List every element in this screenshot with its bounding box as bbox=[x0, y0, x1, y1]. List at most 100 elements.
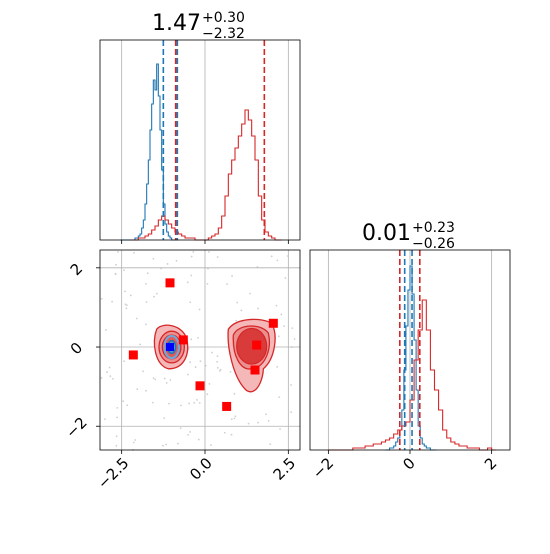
background-sample bbox=[124, 290, 126, 293]
histogram-y-title-plus: +0.23 bbox=[412, 220, 455, 236]
red-square-marker bbox=[252, 340, 262, 350]
background-sample bbox=[235, 319, 238, 322]
red-square-marker bbox=[268, 318, 278, 328]
background-sample bbox=[270, 255, 273, 258]
background-sample bbox=[116, 406, 119, 409]
plot-area bbox=[100, 40, 300, 240]
background-sample bbox=[290, 384, 292, 386]
background-sample bbox=[283, 325, 285, 328]
background-sample bbox=[210, 444, 212, 447]
background-sample bbox=[106, 371, 108, 374]
background-sample bbox=[145, 301, 148, 303]
background-sample bbox=[290, 411, 293, 414]
background-sample bbox=[139, 343, 141, 346]
background-sample bbox=[189, 431, 191, 433]
y-tick-label: 2 bbox=[67, 260, 86, 279]
background-sample bbox=[199, 360, 202, 363]
background-sample bbox=[223, 431, 226, 434]
plot-frame bbox=[99, 249, 301, 451]
background-sample bbox=[177, 442, 179, 445]
histogram-x-title-minus: −2.32 bbox=[202, 26, 245, 42]
background-sample bbox=[124, 303, 127, 306]
background-sample bbox=[123, 269, 125, 272]
histogram-step-red bbox=[131, 109, 282, 241]
x-tick-label: −2 bbox=[309, 454, 337, 482]
background-sample bbox=[216, 355, 219, 358]
background-sample bbox=[229, 370, 232, 373]
background-sample bbox=[276, 365, 279, 368]
background-sample bbox=[151, 401, 154, 404]
background-sample bbox=[231, 275, 233, 277]
background-sample bbox=[188, 402, 191, 405]
background-sample bbox=[100, 377, 103, 379]
background-sample bbox=[145, 323, 147, 326]
background-sample bbox=[116, 250, 119, 253]
background-sample bbox=[284, 277, 287, 279]
histogram-x-panel: 1.47 +0.30 −2.32 bbox=[99, 10, 301, 244]
background-sample bbox=[123, 360, 126, 363]
background-sample bbox=[206, 393, 209, 396]
background-sample bbox=[166, 263, 169, 265]
background-sample bbox=[194, 366, 197, 368]
contour-red-inner bbox=[236, 327, 268, 365]
background-sample bbox=[163, 377, 166, 380]
background-sample bbox=[278, 396, 281, 399]
background-sample bbox=[155, 292, 158, 295]
x-tick-label: 2 bbox=[481, 454, 500, 473]
background-sample bbox=[249, 292, 252, 295]
background-sample bbox=[276, 259, 279, 262]
background-sample bbox=[216, 256, 219, 258]
background-sample bbox=[293, 338, 296, 340]
background-sample bbox=[153, 295, 155, 298]
background-sample bbox=[192, 251, 195, 253]
background-sample bbox=[233, 417, 236, 420]
background-sample bbox=[116, 416, 118, 419]
background-sample bbox=[134, 439, 137, 441]
background-sample bbox=[189, 361, 192, 364]
histogram-step-red bbox=[328, 299, 496, 451]
background-sample bbox=[208, 383, 211, 385]
red-square-marker bbox=[128, 350, 138, 360]
histogram-step-blue bbox=[120, 63, 179, 241]
background-sample bbox=[165, 443, 168, 446]
background-sample bbox=[129, 294, 132, 297]
background-sample bbox=[277, 335, 280, 338]
background-sample bbox=[240, 309, 243, 312]
background-sample bbox=[206, 282, 209, 285]
background-sample bbox=[108, 366, 111, 369]
background-sample bbox=[275, 304, 278, 307]
background-sample bbox=[168, 402, 170, 405]
background-sample bbox=[234, 415, 237, 418]
background-sample bbox=[145, 389, 147, 392]
background-sample bbox=[247, 422, 250, 425]
background-sample bbox=[230, 418, 233, 421]
background-sample bbox=[152, 377, 155, 380]
x-tick-label: 0 bbox=[399, 454, 418, 473]
background-sample bbox=[115, 444, 118, 447]
background-sample bbox=[145, 282, 147, 285]
background-sample bbox=[236, 301, 239, 304]
background-sample bbox=[197, 438, 200, 441]
x-tick-label: −2.5 bbox=[94, 454, 132, 492]
background-sample bbox=[291, 327, 294, 330]
background-sample bbox=[109, 375, 112, 378]
background-sample bbox=[115, 263, 117, 266]
background-sample bbox=[146, 272, 149, 275]
background-sample bbox=[114, 272, 117, 275]
x-tick-label: 2.5 bbox=[270, 454, 300, 484]
background-sample bbox=[233, 392, 236, 395]
background-sample bbox=[186, 281, 189, 284]
background-sample bbox=[265, 413, 267, 416]
background-sample bbox=[218, 370, 221, 372]
background-sample bbox=[163, 417, 166, 420]
background-sample bbox=[257, 421, 260, 424]
background-sample bbox=[154, 378, 157, 381]
background-sample bbox=[207, 267, 209, 270]
background-sample bbox=[257, 307, 259, 310]
background-sample bbox=[105, 329, 107, 331]
background-sample bbox=[132, 441, 135, 444]
background-sample bbox=[211, 351, 213, 354]
background-sample bbox=[111, 377, 114, 380]
background-sample bbox=[193, 401, 196, 404]
background-sample bbox=[162, 444, 164, 447]
